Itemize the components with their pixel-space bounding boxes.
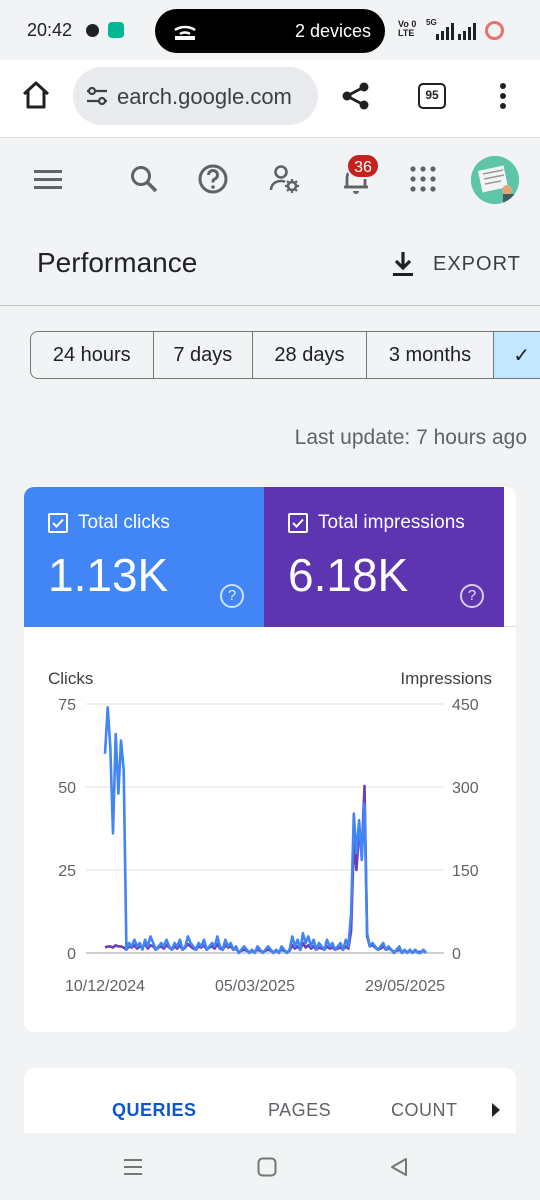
lte-label: LTE bbox=[398, 28, 415, 38]
help-circle-icon[interactable]: ? bbox=[220, 584, 244, 608]
date-range-selector: 24 hours 7 days 28 days 3 months ✓ bbox=[30, 331, 540, 379]
account-settings-icon[interactable] bbox=[267, 161, 303, 197]
devices-count: 2 devices bbox=[294, 21, 371, 41]
left-tick-label: 0 bbox=[67, 946, 76, 963]
chart-svg: 75 450 50 300 25 150 0 0 10/12/2024 05/03/2025 29/… bbox=[58, 697, 479, 995]
signal-icon bbox=[436, 23, 454, 40]
performance-card: Total clicks 1.13K ? Total impressions 6… bbox=[24, 487, 516, 1032]
url-text: earch.google.com bbox=[117, 84, 292, 109]
total-clicks-label: Total clicks bbox=[78, 512, 170, 533]
status-time: 20:42 bbox=[27, 20, 73, 40]
app-header bbox=[0, 139, 540, 221]
check-icon bbox=[292, 518, 304, 528]
right-tick-label: 0 bbox=[452, 946, 461, 963]
range-chip-7-days[interactable]: 7 days bbox=[154, 332, 254, 378]
export-label: EXPORT bbox=[433, 253, 521, 275]
volte-label: Vo 0 bbox=[398, 19, 417, 29]
home-icon[interactable] bbox=[20, 79, 52, 111]
download-icon bbox=[393, 252, 413, 276]
total-clicks-value: 1.13K bbox=[48, 549, 169, 601]
impressions-series-line bbox=[104, 784, 427, 954]
menu-icon[interactable] bbox=[30, 161, 66, 197]
search-icon[interactable] bbox=[126, 161, 162, 197]
app-notification-icon bbox=[108, 22, 124, 38]
x-tick-label: 05/03/2025 bbox=[215, 978, 295, 995]
right-tick-label: 300 bbox=[452, 780, 479, 797]
left-axis-title: Clicks bbox=[48, 669, 94, 688]
recent-apps-icon[interactable] bbox=[122, 1157, 144, 1177]
left-tick-label: 25 bbox=[58, 863, 76, 880]
total-impressions-value: 6.18K bbox=[288, 549, 409, 601]
battery-ring-icon bbox=[485, 21, 504, 40]
status-bar: 20:42 2 devices Vo 0 LTE 5G bbox=[0, 0, 540, 60]
site-settings-icon[interactable] bbox=[85, 85, 109, 107]
tab-pages[interactable]: PAGES bbox=[268, 1100, 332, 1120]
tab-countries[interactable]: COUNT bbox=[391, 1100, 458, 1120]
browser-toolbar: earch.google.com 95 bbox=[0, 60, 540, 138]
signal-icon-2 bbox=[458, 23, 476, 40]
system-nav-bar bbox=[0, 1133, 540, 1200]
last-update-text: Last update: 7 hours ago bbox=[294, 426, 527, 449]
right-tick-label: 450 bbox=[452, 697, 479, 714]
total-clicks-card[interactable]: Total clicks 1.13K ? bbox=[24, 487, 264, 627]
share-icon[interactable] bbox=[340, 80, 372, 112]
avatar-image-icon bbox=[471, 156, 519, 204]
right-tick-label: 150 bbox=[452, 863, 479, 880]
address-bar[interactable]: earch.google.com bbox=[73, 67, 318, 125]
total-impressions-label: Total impressions bbox=[318, 512, 465, 533]
apps-grid-icon[interactable] bbox=[405, 161, 441, 197]
network-gen-label: 5G bbox=[426, 18, 437, 27]
performance-chart: Clicks Impressions 75 450 50 300 25 150 0 0 10/1… bbox=[24, 627, 516, 1032]
range-chip-3-months[interactable]: 3 months bbox=[367, 332, 495, 378]
clicks-series-line bbox=[103, 706, 428, 955]
x-tick-label: 29/05/2025 bbox=[365, 978, 445, 995]
page-title: Performance bbox=[37, 247, 198, 278]
tab-switcher-button[interactable]: 95 bbox=[418, 83, 446, 109]
scroll-tabs-right-icon[interactable] bbox=[492, 1103, 500, 1117]
checkbox-checked-icon[interactable] bbox=[48, 513, 68, 533]
help-circle-icon[interactable]: ? bbox=[460, 584, 484, 608]
network-indicator: Vo 0 LTE bbox=[398, 20, 416, 38]
left-tick-label: 50 bbox=[58, 780, 76, 797]
left-tick-label: 75 bbox=[58, 697, 76, 714]
back-icon[interactable] bbox=[388, 1157, 410, 1177]
home-nav-icon[interactable] bbox=[256, 1157, 278, 1177]
x-tick-label: 10/12/2024 bbox=[65, 978, 145, 995]
report-tabs: QUERIES PAGES COUNT bbox=[24, 1068, 516, 1138]
total-impressions-card[interactable]: Total impressions 6.18K ? bbox=[264, 487, 504, 627]
check-icon bbox=[52, 518, 64, 528]
metric-card-edge bbox=[504, 487, 516, 627]
export-button[interactable]: EXPORT bbox=[386, 248, 526, 280]
tab-queries[interactable]: QUERIES bbox=[112, 1100, 197, 1120]
range-chip-28-days[interactable]: 28 days bbox=[253, 332, 367, 378]
hotspot-icon bbox=[174, 25, 196, 40]
right-axis-title: Impressions bbox=[400, 669, 492, 688]
avatar[interactable] bbox=[471, 156, 519, 204]
devices-pill[interactable]: 2 devices bbox=[155, 9, 385, 53]
more-vert-icon[interactable] bbox=[496, 81, 510, 111]
range-chip-24-hours[interactable]: 24 hours bbox=[31, 332, 154, 378]
range-chip-selected[interactable]: ✓ bbox=[494, 332, 540, 378]
notification-badge: 36 bbox=[346, 153, 380, 179]
checkbox-checked-icon[interactable] bbox=[288, 513, 308, 533]
privacy-icon bbox=[86, 24, 99, 37]
help-icon[interactable] bbox=[195, 161, 231, 197]
header-divider bbox=[0, 305, 540, 306]
